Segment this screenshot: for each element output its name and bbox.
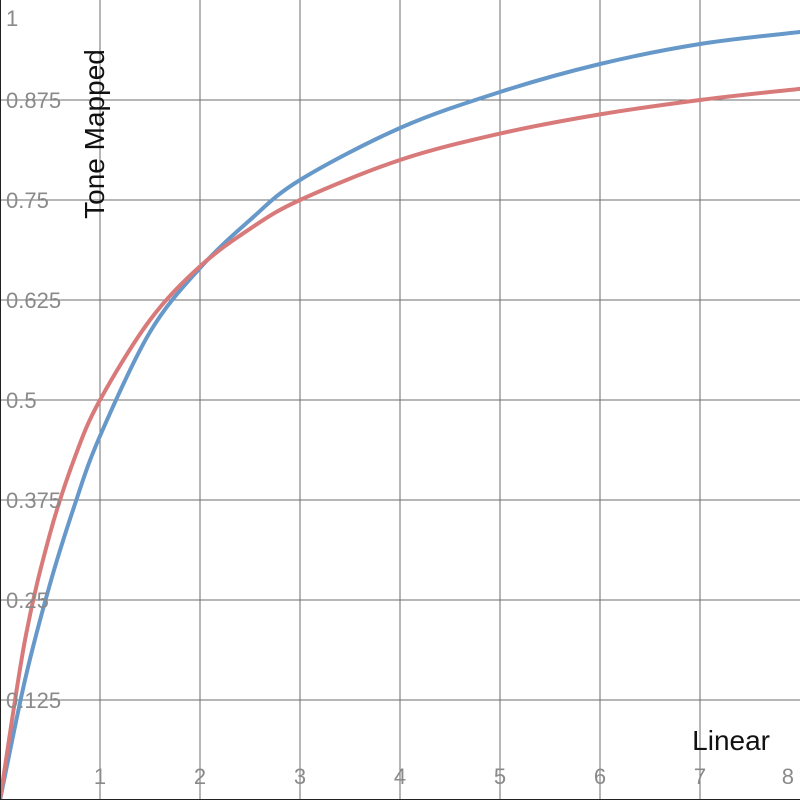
x-tick-label: 6 bbox=[594, 764, 606, 789]
series-line-2 bbox=[0, 86, 800, 800]
y-tick-label: 0.25 bbox=[6, 588, 49, 613]
y-tick-label: 0.125 bbox=[6, 688, 61, 713]
x-tick-label: 8 bbox=[782, 764, 794, 789]
x-tick-label: 7 bbox=[694, 764, 706, 789]
y-tick-label: 0.5 bbox=[6, 388, 37, 413]
y-tick-label: 0.625 bbox=[6, 288, 61, 313]
tick-labels: 1 2 3 4 5 6 7 8 0.125 0.25 0.375 0.5 0.625 0.75 0.875 1 bbox=[6, 6, 794, 789]
x-tick-label: 2 bbox=[194, 764, 206, 789]
x-axis-title: Linear bbox=[692, 725, 770, 756]
series-group bbox=[0, 30, 800, 800]
y-tick-label: 0.375 bbox=[6, 488, 61, 513]
x-tick-label: 4 bbox=[394, 764, 406, 789]
x-tick-label: 3 bbox=[294, 764, 306, 789]
x-tick-label: 5 bbox=[494, 764, 506, 789]
y-tick-label: 0.75 bbox=[6, 188, 49, 213]
x-tick-label: 1 bbox=[94, 764, 106, 789]
y-tick-label: 1 bbox=[6, 6, 18, 31]
y-tick-label: 0.875 bbox=[6, 88, 61, 113]
series-line-1 bbox=[0, 30, 800, 800]
y-axis-title: Tone Mapped bbox=[79, 49, 110, 219]
